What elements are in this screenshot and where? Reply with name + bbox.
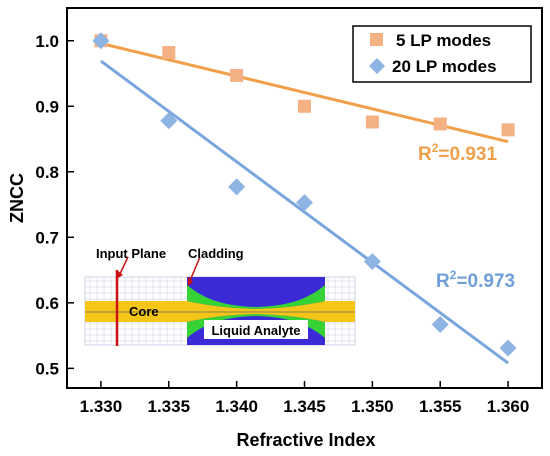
legend-marker-5lp (370, 33, 383, 46)
point-20lp (228, 178, 246, 196)
point-20lp (92, 32, 110, 50)
x-tick-label: 1.335 (148, 397, 191, 416)
inset-diagram: Input Plane Cladding Core Liquid Analyte (84, 246, 356, 346)
input-plane-arrowhead (117, 270, 123, 278)
point-20lp (363, 253, 381, 271)
x-tick-label: 1.345 (283, 397, 326, 416)
liquid-analyte-label-box (204, 320, 308, 339)
point-5lp (501, 123, 515, 137)
legend: 5 LP modes 20 LP modes (352, 25, 532, 83)
x-tick-label: 1.330 (80, 397, 123, 416)
data-points (92, 32, 517, 357)
point-20lp (431, 315, 449, 333)
point-5lp (230, 68, 244, 82)
inset-core-right (325, 301, 355, 322)
point-5lp (365, 115, 379, 129)
inset-core-left (85, 301, 187, 322)
x-axis-title: Refractive Index (236, 430, 375, 450)
y-tick-label: 1.0 (35, 32, 59, 51)
legend-label-5lp: 5 LP modes (396, 31, 491, 50)
input-plane-label: Input Plane (96, 246, 166, 261)
y-axis-title: ZNCC (7, 173, 27, 223)
y-tick-label: 0.9 (35, 97, 59, 116)
y-tick-label: 0.7 (35, 228, 59, 247)
point-20lp (499, 339, 517, 357)
x-tick-label: 1.360 (487, 397, 530, 416)
inset-core-taper (187, 301, 325, 322)
y-tick-label: 0.6 (35, 294, 59, 313)
x-tick-label: 1.350 (351, 397, 394, 416)
x-tick-label: 1.355 (419, 397, 462, 416)
r2-label-5lp: R2=0.931 (418, 141, 497, 165)
point-5lp (298, 99, 311, 113)
cladding-label: Cladding (188, 246, 244, 261)
liquid-analyte-label: Liquid Analyte (211, 323, 300, 338)
point-5lp (162, 46, 176, 60)
legend-label-20lp: 20 LP modes (392, 57, 497, 76)
core-label: Core (129, 304, 159, 319)
point-5lp (433, 117, 447, 131)
inset-transition-top (187, 285, 325, 309)
point-20lp (296, 194, 313, 212)
cladding-arrowhead (188, 277, 193, 286)
point-20lp (160, 112, 178, 130)
y-tick-label: 0.8 (35, 163, 59, 182)
tick-layer: 1.330 1.335 1.340 1.345 1.350 1.355 1.360 0.5 0.… (35, 32, 529, 416)
r2-label-20lp: R2=0.973 (436, 268, 515, 292)
x-tick-label: 1.340 (215, 397, 258, 416)
y-tick-label: 0.5 (35, 359, 59, 378)
fit-line-20lp (100, 59, 509, 365)
legend-marker-20lp (369, 58, 385, 74)
input-plane-arrow (118, 256, 129, 277)
cladding-arrow (188, 256, 201, 284)
